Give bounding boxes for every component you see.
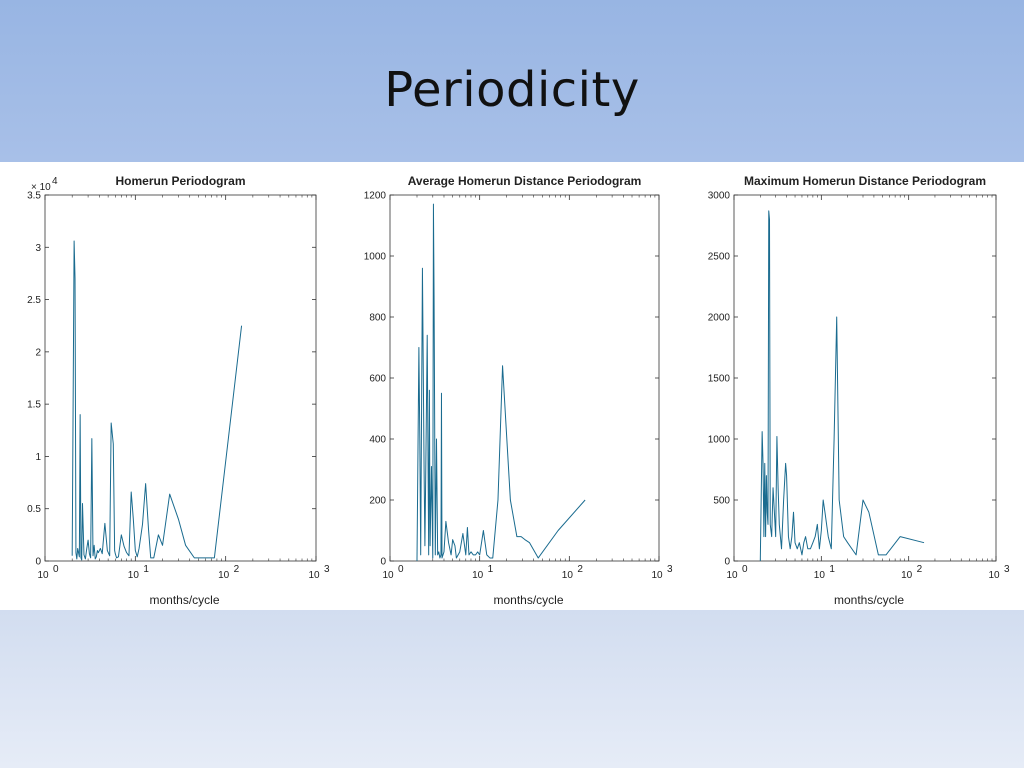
x-tick-exponent: 0: [398, 564, 404, 575]
x-tick-label: 10: [218, 570, 230, 581]
y-tick-label: 0.5: [27, 504, 41, 515]
y-tick-label: 2: [35, 347, 41, 358]
y-tick-label: 0: [380, 557, 386, 568]
chart-average-distance-periodogram: Average Homerun Distance Periodogram 0 200…: [364, 174, 673, 607]
x-tick-label: 10: [382, 570, 394, 581]
x-tick-label: 10: [814, 570, 826, 581]
y-tick-label: 3.5: [27, 191, 41, 202]
x-tick-label: 10: [308, 570, 320, 581]
x-tick-exponent: 3: [1004, 564, 1010, 575]
title-band: [0, 0, 1024, 162]
charts-panel: [0, 162, 1024, 610]
plot-frame: [44, 194, 317, 562]
chart-maximum-distance-periodogram: Maximum Homerun Distance Periodogram 0 500…: [708, 174, 1010, 607]
y-tick-label: 1.5: [27, 400, 41, 411]
x-tick-label: 10: [651, 570, 663, 581]
chart-title: Maximum Homerun Distance Periodogram: [744, 174, 986, 188]
series-line: [71, 240, 243, 561]
x-tick-exponent: 2: [577, 564, 583, 575]
y-tick-label: 1000: [364, 252, 387, 263]
y-tick-label: 2000: [708, 313, 731, 324]
y-tick-label: 400: [369, 435, 386, 446]
chart-title: Homerun Periodogram: [115, 174, 245, 188]
chart-homerun-periodogram: Homerun Periodogram 0 0.5 1 1.5 2 2.5 3 3.5× 104…: [27, 174, 330, 607]
x-tick-exponent: 1: [488, 564, 494, 575]
x-tick-label: 10: [128, 570, 140, 581]
y-tick-label: 3: [35, 243, 41, 254]
y-tick-label: 0: [724, 557, 730, 568]
x-tick-label: 10: [901, 570, 913, 581]
y-exponent-power: 4: [52, 176, 58, 187]
x-tick-label: 10: [37, 570, 49, 581]
x-tick-label: 10: [726, 570, 738, 581]
y-exponent-label: × 10: [31, 182, 51, 193]
x-tick-label: 10: [472, 570, 484, 581]
x-tick-exponent: 2: [234, 564, 240, 575]
slide-title: Periodicity: [384, 62, 640, 118]
plot-frame: [733, 194, 997, 562]
y-tick-label: 600: [369, 374, 386, 385]
y-tick-label: 2.5: [27, 295, 41, 306]
footer-band: [0, 610, 1024, 768]
y-tick-label: 800: [369, 313, 386, 324]
x-tick-exponent: 3: [667, 564, 673, 575]
x-tick-exponent: 0: [53, 564, 59, 575]
x-tick-exponent: 0: [742, 564, 748, 575]
y-tick-label: 1: [35, 452, 41, 463]
x-axis-label: months/cycle: [149, 593, 219, 607]
chart-title: Average Homerun Distance Periodogram: [408, 174, 642, 188]
x-axis-label: months/cycle: [834, 593, 904, 607]
y-tick-label: 1500: [708, 374, 731, 385]
y-tick-label: 1000: [708, 435, 731, 446]
series-line: [416, 203, 586, 562]
x-tick-exponent: 3: [324, 564, 330, 575]
series-line: [759, 210, 925, 562]
x-tick-exponent: 2: [917, 564, 923, 575]
y-tick-label: 2500: [708, 252, 731, 263]
x-tick-exponent: 1: [829, 564, 835, 575]
y-tick-label: 1200: [364, 191, 387, 202]
y-tick-label: 0: [35, 557, 41, 568]
y-tick-label: 500: [713, 496, 730, 507]
x-tick-label: 10: [988, 570, 1000, 581]
y-tick-label: 200: [369, 496, 386, 507]
y-tick-label: 3000: [708, 191, 731, 202]
x-axis-label: months/cycle: [493, 593, 563, 607]
x-tick-exponent: 1: [143, 564, 149, 575]
x-tick-label: 10: [562, 570, 574, 581]
